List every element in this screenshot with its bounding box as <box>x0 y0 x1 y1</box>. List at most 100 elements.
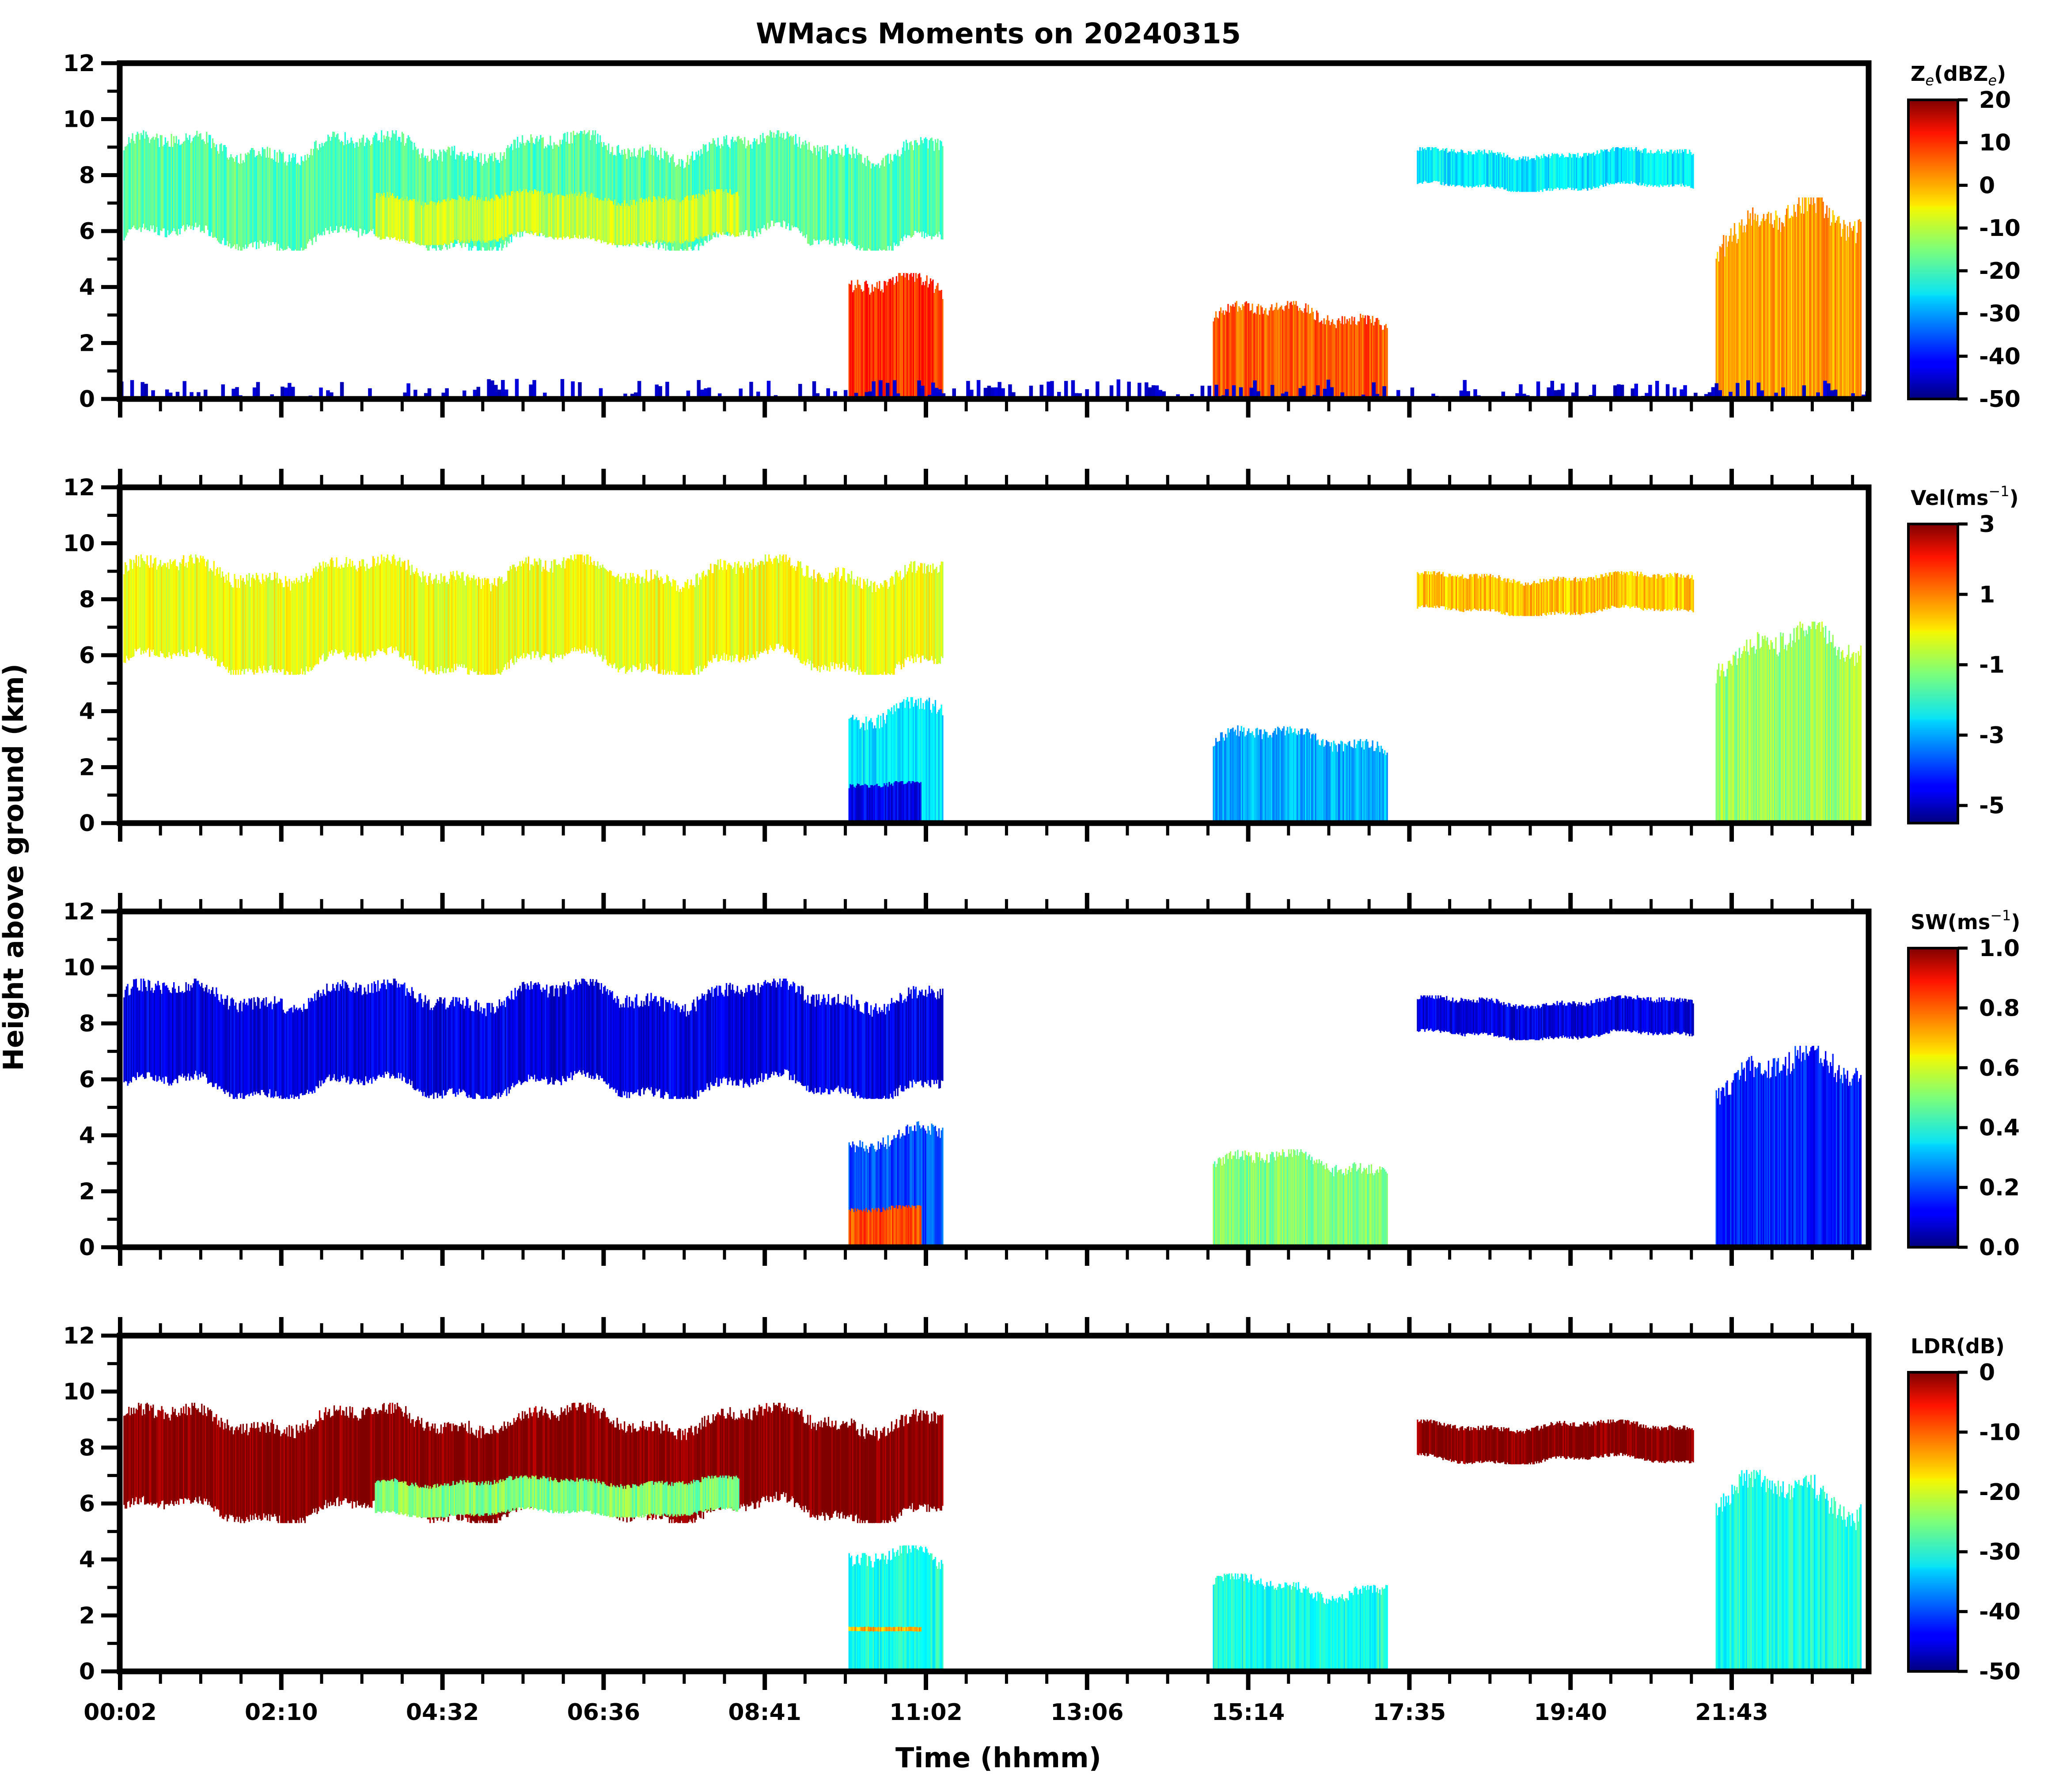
data-cell <box>1328 742 1330 823</box>
data-cell <box>1859 655 1861 823</box>
data-cell <box>208 989 210 1083</box>
data-cell <box>391 985 394 1074</box>
data-cell <box>605 145 607 233</box>
data-cell <box>1242 732 1244 823</box>
data-cell <box>1660 1002 1661 1033</box>
data-cell <box>608 572 610 666</box>
data-cell <box>323 143 326 235</box>
data-cell <box>866 729 868 823</box>
data-cell <box>869 720 871 823</box>
data-cell <box>918 699 919 823</box>
data-cell <box>1544 1004 1546 1038</box>
data-cell <box>357 568 360 653</box>
data-cell <box>1854 1073 1856 1247</box>
data-cell <box>508 571 510 669</box>
data-cell <box>337 133 339 233</box>
data-cell <box>875 784 877 823</box>
data-cell <box>1638 998 1639 1033</box>
data-cell <box>1826 644 1828 823</box>
data-cell <box>180 1408 182 1499</box>
data-cell <box>268 1003 269 1094</box>
data-cell <box>1442 572 1444 607</box>
data-cell <box>1302 735 1305 823</box>
data-cell <box>201 1404 203 1504</box>
data-cell <box>641 577 642 672</box>
data-cell <box>610 201 612 243</box>
data-cell <box>1468 151 1469 188</box>
data-cell <box>715 987 717 1083</box>
data-cell <box>1833 215 1835 399</box>
data-cell <box>1213 746 1214 823</box>
data-cell <box>531 191 533 232</box>
data-cell <box>259 1431 261 1519</box>
data-cell <box>857 1208 859 1247</box>
data-cell <box>1290 1149 1292 1247</box>
data-cell <box>1254 312 1256 399</box>
data-cell <box>881 289 883 399</box>
data-cell <box>649 144 651 246</box>
y-tick-label: 8 <box>79 162 95 189</box>
data-cell <box>927 564 929 661</box>
data-cell <box>796 991 798 1081</box>
data-cell <box>193 137 194 230</box>
data-cell <box>530 981 532 1076</box>
data-cell <box>260 584 262 671</box>
data-cell <box>1295 733 1297 823</box>
data-cell <box>379 563 381 651</box>
data-cell <box>614 998 616 1089</box>
data-cell <box>327 134 329 231</box>
data-cell <box>1627 148 1629 183</box>
data-cell <box>1753 1077 1755 1247</box>
data-cell <box>245 153 246 245</box>
data-cell <box>749 144 751 236</box>
data-cell <box>1328 1170 1330 1247</box>
data-cell <box>1843 657 1845 823</box>
data-cell <box>328 991 330 1075</box>
data-cell <box>604 986 606 1082</box>
data-cell <box>221 151 224 241</box>
data-cell <box>1538 584 1540 616</box>
data-cell <box>1851 1078 1853 1247</box>
data-cell <box>1640 150 1642 186</box>
data-cell <box>762 986 764 1082</box>
data-cell <box>639 1006 641 1096</box>
data-cell <box>1302 386 1306 399</box>
data-cell <box>932 704 934 823</box>
data-cell <box>413 573 415 661</box>
data-cell <box>1813 622 1814 823</box>
data-cell <box>874 725 876 823</box>
data-cell <box>220 994 222 1089</box>
data-cell <box>391 556 394 653</box>
data-cell <box>797 147 799 228</box>
data-cell <box>1554 153 1556 189</box>
data-cell <box>1340 1169 1342 1247</box>
data-cell <box>183 993 185 1078</box>
data-cell <box>634 205 636 245</box>
data-cell <box>1463 1001 1464 1034</box>
data-cell <box>627 148 629 241</box>
data-cell <box>897 281 899 399</box>
data-cell <box>861 163 864 248</box>
data-cell <box>911 572 913 659</box>
data-cell <box>554 196 556 238</box>
data-cell <box>446 581 448 669</box>
data-cell <box>739 567 741 663</box>
data-cell <box>472 578 474 668</box>
data-cell <box>1380 325 1382 399</box>
data-cell <box>1231 1159 1232 1247</box>
data-cell <box>466 997 467 1097</box>
data-cell <box>1442 997 1444 1032</box>
data-cell <box>1225 310 1227 399</box>
data-cell <box>942 988 944 1081</box>
data-cell <box>341 140 342 226</box>
data-cell <box>870 785 872 823</box>
data-cell <box>134 143 136 228</box>
data-cell <box>837 994 839 1086</box>
data-cell <box>1509 1003 1511 1040</box>
data-cell <box>359 1418 360 1506</box>
data-cell <box>1763 214 1765 399</box>
data-cell <box>1271 737 1273 823</box>
data-cell <box>1306 728 1308 823</box>
data-cell <box>682 587 684 673</box>
data-cell <box>447 146 449 243</box>
